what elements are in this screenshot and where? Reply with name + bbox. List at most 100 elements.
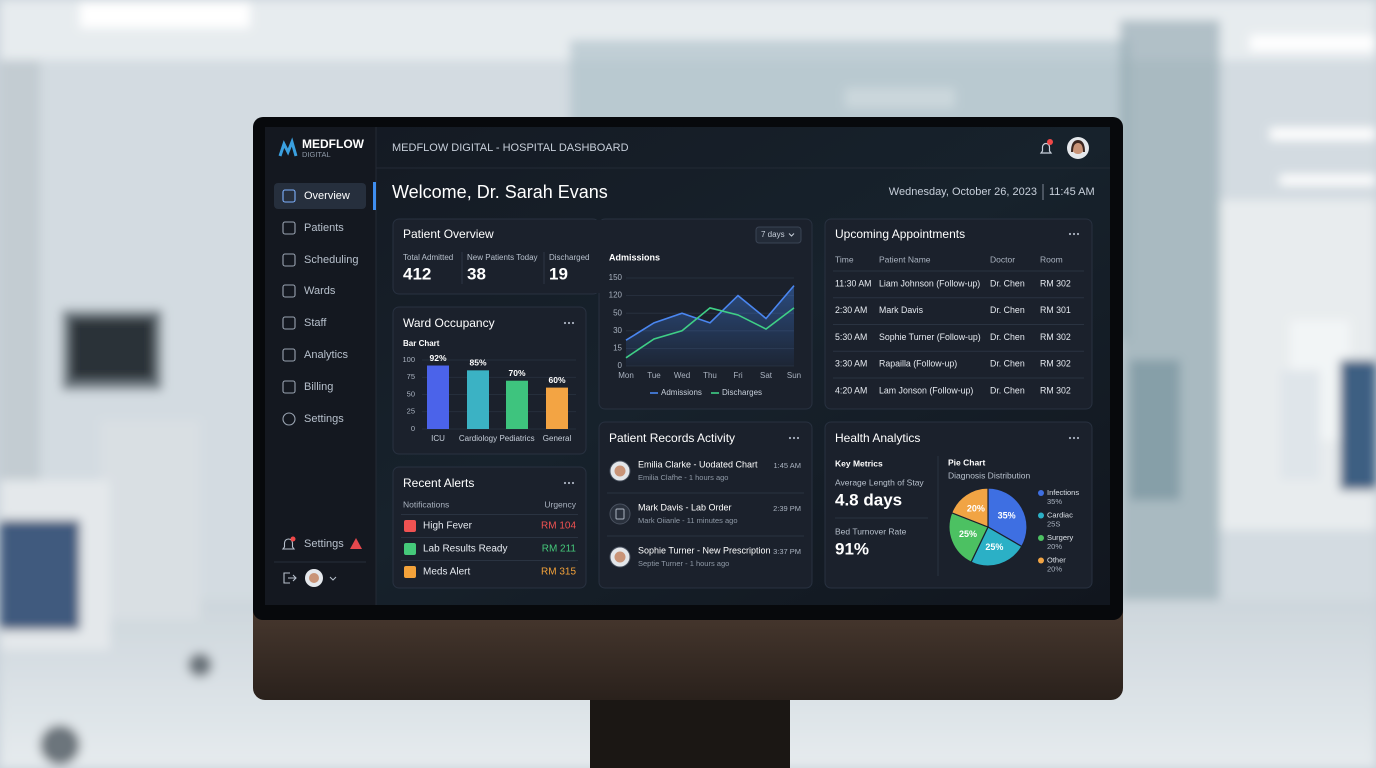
notification-dot [290,536,296,542]
record-time: 3:37 PM [773,547,801,556]
data-label: 85% [469,358,486,368]
bell-icon[interactable] [281,538,296,550]
metric-label: Average Length of Stay [835,477,924,487]
table-cell: RM 302 [1040,359,1071,369]
data-label: 92% [429,353,446,363]
more-icon[interactable] [1072,436,1076,440]
legend-label: Admissions [661,388,702,397]
more-icon[interactable] [1072,232,1076,236]
nav-active-bg [274,183,366,209]
nav-item[interactable]: Overview [304,190,350,202]
alert-label[interactable]: High Fever [423,521,473,532]
nav-item[interactable]: Analytics [304,349,349,361]
card-title: Patient Overview [403,227,494,241]
data-label: 35% [998,511,1016,521]
notification-dot [1047,139,1053,145]
nav-item[interactable]: Patients [304,222,344,234]
nav-icon [282,253,296,267]
alert-room: RM 104 [541,521,576,532]
more-icon[interactable] [792,436,796,440]
chart-title: Bar Chart [403,339,440,348]
more-icon[interactable] [1068,436,1072,440]
more-icon[interactable] [563,321,567,325]
nav-item[interactable]: Staff [304,317,327,329]
more-icon[interactable] [567,481,571,485]
more-icon[interactable] [563,481,567,485]
nav-footer-item[interactable]: Settings [304,538,344,550]
more-icon[interactable] [571,321,575,325]
legend-label: Surgery [1047,533,1074,542]
y-tick-label: 100 [402,355,415,364]
legend-label: Infections [1047,488,1079,497]
table-cell: Liam Johnson (Follow-up) [879,278,980,288]
record-title[interactable]: Emilia Clarke - Uodated Chart [638,459,758,469]
avatar-hair [1071,140,1085,152]
y-tick-label: 120 [609,291,623,300]
x-tick-label: Fri [733,371,743,380]
nav-item[interactable]: Wards [304,285,336,297]
avatar-face [614,551,626,563]
card [598,421,813,589]
more-icon[interactable] [1076,232,1080,236]
x-tick-label: Cardiology [459,434,497,443]
range-button[interactable] [755,226,802,244]
nav-item[interactable]: Scheduling [304,254,358,266]
record-title[interactable]: Sophie Turner - New Prescription [638,545,771,555]
table-cell: RM 302 [1040,278,1071,288]
table-cell: Lam Jonson (Follow-up) [879,385,973,395]
record-subtitle: Emilia Clafhe - 1 hours ago [638,473,728,482]
range-label[interactable]: 7 days [761,230,785,239]
brand-name: MEDFLOW [302,137,365,151]
x-tick-label: Tue [647,371,661,380]
section-title: Key Metrics [835,458,883,468]
x-tick-label: Mon [618,371,634,380]
data-label: 25% [985,542,1003,552]
record-title[interactable]: Mark Davis - Lab Order [638,502,732,512]
nav-item[interactable]: Billing [304,381,333,393]
alert-label[interactable]: Meds Alert [423,567,470,578]
more-icon[interactable] [567,321,571,325]
record-subtitle: Septie Turner - 1 hours ago [638,559,729,568]
monitor-chin [253,600,1123,700]
column-header: Patient Name [879,254,931,264]
more-icon[interactable] [796,436,800,440]
stat-label: Discharged [549,253,589,262]
logout-icon[interactable] [283,572,297,584]
card-title: Patient Records Activity [609,431,735,445]
x-tick-label: Sun [787,371,801,380]
more-icon[interactable] [1068,232,1072,236]
alert-label[interactable]: Lab Results Ready [423,544,508,555]
monitor-stand [590,690,790,768]
y-tick-label: 150 [609,273,623,282]
nav-item[interactable]: Settings [304,413,344,425]
metric-value: 91% [835,539,869,558]
more-icon[interactable] [788,436,792,440]
warning-icon [350,538,362,549]
avatar-face [614,465,626,477]
more-icon[interactable] [1076,436,1080,440]
welcome-heading: Welcome, Dr. Sarah Evans [392,182,608,202]
chevron [788,233,795,237]
more-icon[interactable] [571,481,575,485]
y-tick-label: 50 [407,389,415,398]
legend-value: 20% [1047,564,1062,573]
y-tick-label: 50 [613,308,622,317]
table-cell: Mark Davis [879,305,924,315]
data-label: 25% [959,529,977,539]
bar [546,387,568,429]
x-tick-label: ICU [431,434,445,443]
record-time: 1:45 AM [773,461,801,470]
table-cell: Dr. Chen [990,359,1025,369]
bell-icon[interactable] [1039,142,1053,154]
area [626,285,794,366]
metric-value: 4.8 days [835,490,902,509]
column-header: Notifications [403,499,449,509]
record-avatar [609,503,631,525]
stat-value: 19 [549,264,568,283]
table-cell: Sophie Turner (Follow-up) [879,332,981,342]
avatar-face [309,573,319,583]
y-tick-label: 25 [407,407,415,416]
y-tick-label: 30 [613,326,622,335]
chevron [329,576,337,581]
